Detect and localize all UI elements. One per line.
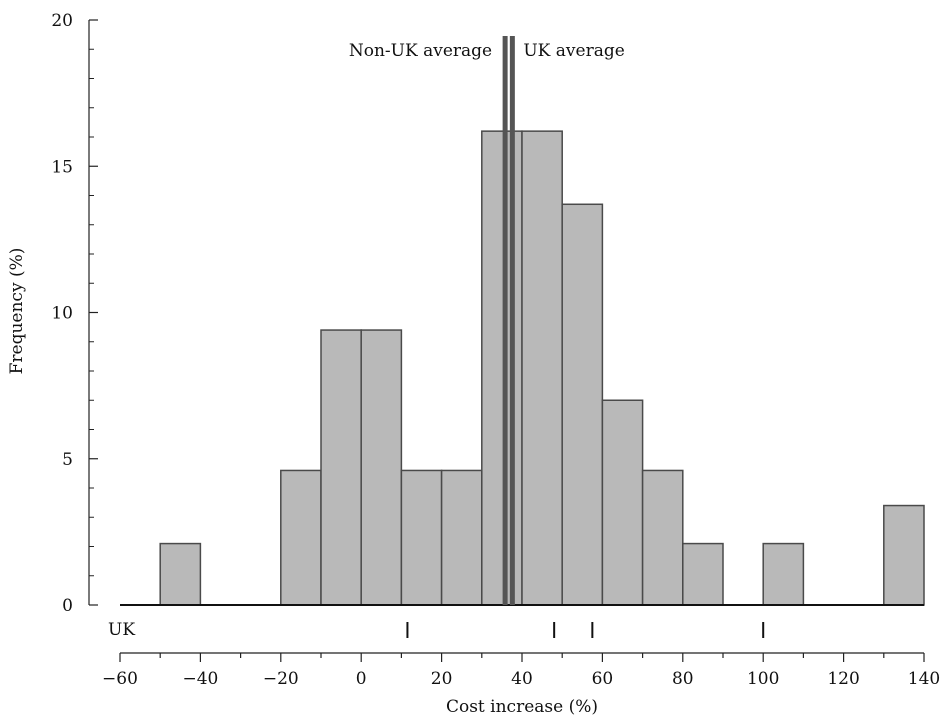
histogram-bar [883, 504, 925, 606]
x-tick-label: −20 [263, 669, 299, 689]
average-label: Non-UK average [349, 41, 492, 61]
x-tick-label: 60 [592, 669, 614, 689]
histogram-bar [360, 329, 403, 606]
histogram-bar [280, 469, 322, 606]
histogram-bar [641, 469, 684, 606]
y-tick-label: 0 [62, 596, 73, 616]
histogram-bar [320, 329, 362, 606]
x-tick-label: −40 [182, 669, 218, 689]
x-axis: −60 −40 −20 0 20 40 60 80 100 120 140 [102, 652, 940, 689]
y-tick-label: 20 [51, 11, 73, 31]
x-axis-label: Cost increase (%) [446, 697, 598, 717]
x-tick-label: 80 [672, 669, 694, 689]
y-axis-label: Frequency (%) [7, 248, 27, 375]
histogram-bar [561, 203, 604, 606]
x-tick-label: 0 [356, 669, 367, 689]
average-label: UK average [523, 41, 624, 61]
x-tick-label: −60 [102, 669, 138, 689]
histogram-bar [400, 469, 443, 606]
y-axis: 0 5 10 15 20 [51, 11, 98, 616]
histogram-bar [521, 130, 563, 606]
y-tick-label: 5 [62, 450, 73, 470]
histogram-bar [440, 469, 483, 606]
x-tick-label: 20 [431, 669, 453, 689]
x-tick-label: 40 [511, 669, 533, 689]
histogram-bar [159, 542, 202, 606]
reference-lines: Non-UK average UK average [349, 36, 625, 605]
uk-rug: UK [108, 620, 765, 640]
histogram-bar [762, 542, 805, 606]
bars [159, 130, 925, 606]
x-tick-label: 140 [908, 669, 940, 689]
rug-label: UK [108, 620, 135, 640]
histogram-bar [682, 542, 724, 606]
histogram-bar [481, 130, 523, 606]
histogram-bar [601, 399, 644, 606]
x-tick-label: 100 [747, 669, 779, 689]
y-tick-label: 10 [51, 304, 73, 324]
y-tick-label: 15 [51, 157, 73, 177]
x-tick-label: 120 [827, 669, 859, 689]
